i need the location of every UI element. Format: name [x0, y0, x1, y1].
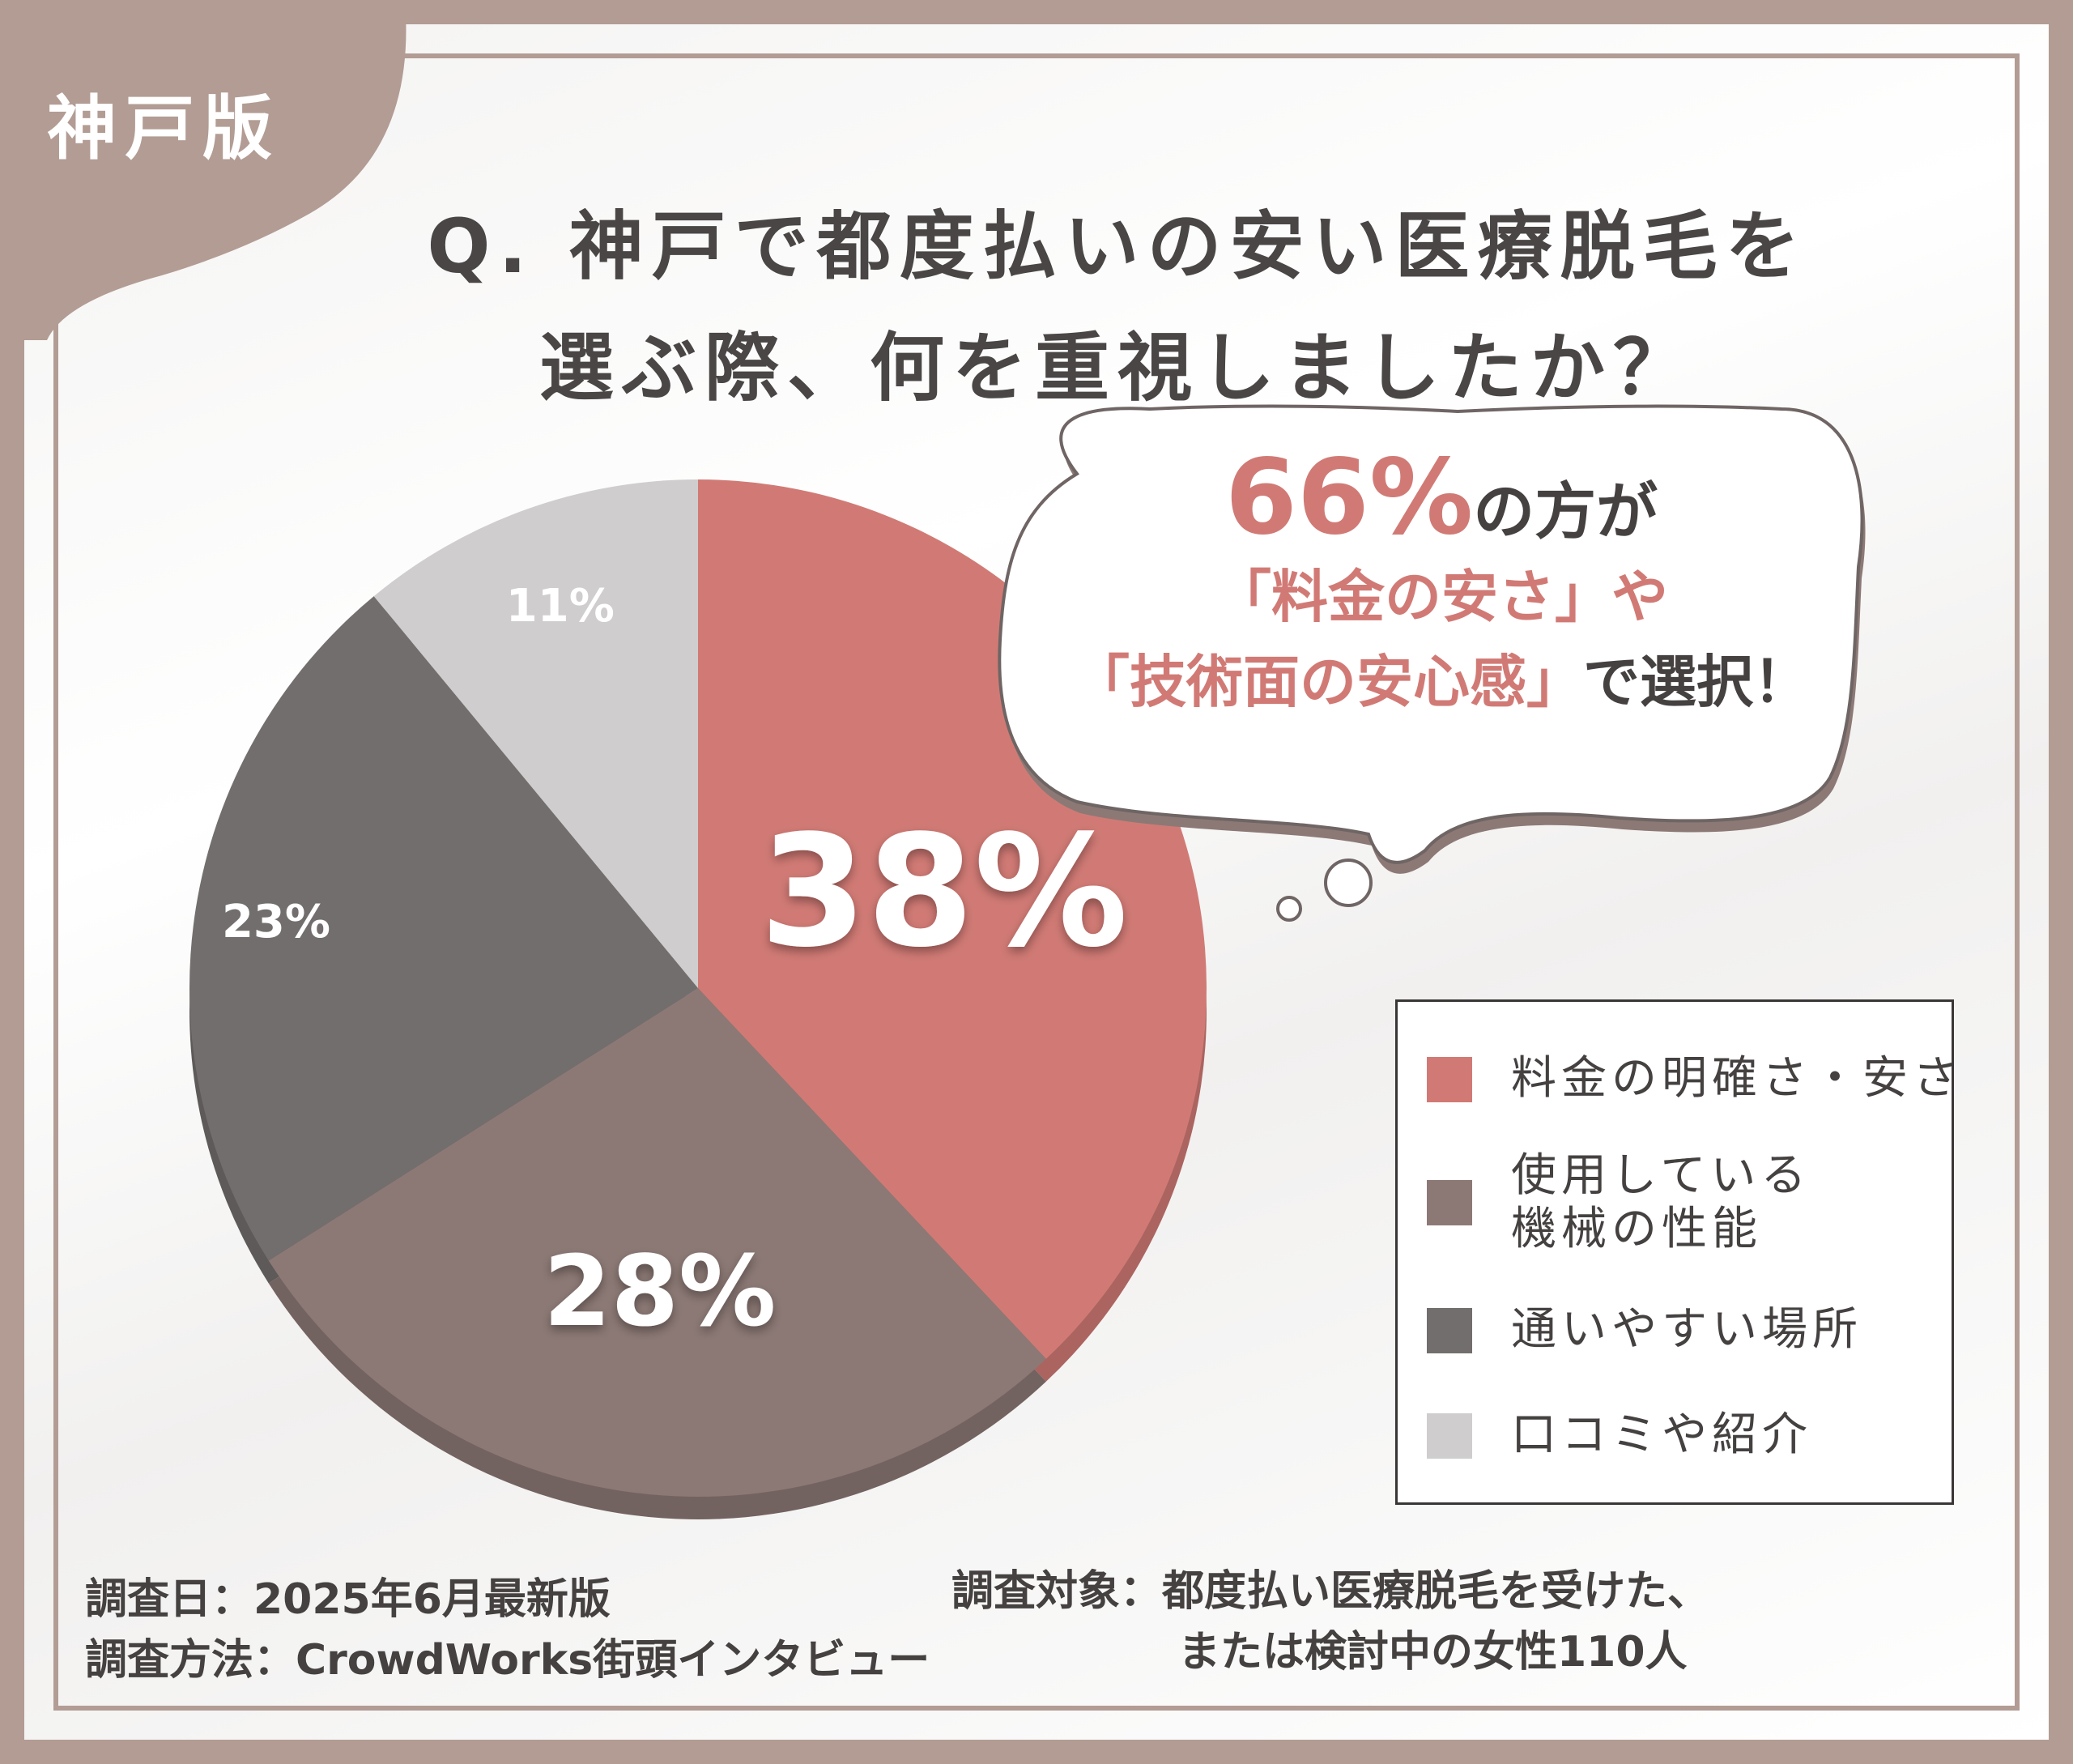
legend-label: 料金の明確さ・安さ [1511, 1052, 1963, 1105]
corner-badge [0, 0, 407, 340]
page-title: Q. 神戸で都度払いの安い医療脱毛を 選ぶ際、何を重視しましたか？ [308, 186, 1927, 429]
pie-slice [268, 988, 1046, 1498]
survey-target-line-2: または検討中の女性110人 [1178, 1628, 1688, 1677]
pie-value-label: 28% [543, 1236, 776, 1349]
pie-value-label: 23% [222, 896, 330, 948]
legend-label: 口コミや紹介 [1511, 1408, 1812, 1461]
bubble-message: 66%の方が 「料金の安さ」や 「技術面の安心感」で選択！ [996, 446, 1887, 726]
legend-label: 通いやすい場所 [1511, 1303, 1862, 1356]
legend-label: 機械の性能 [1511, 1203, 1762, 1255]
legend-label: 使用している [1511, 1149, 1811, 1202]
bubble-line-3-highlight: 「技術面の安心感」 [1073, 649, 1583, 715]
bubble-line-1-rest: の方が [1473, 475, 1658, 548]
legend-swatch [1427, 1057, 1472, 1102]
bubble-percent: 66% [1224, 437, 1474, 558]
pie-slice [189, 596, 699, 1261]
survey-target-line-1: 調査対象：都度払い医療脱毛を受けた、 [951, 1567, 1710, 1616]
legend-swatch [1427, 1308, 1472, 1353]
pie-slice [373, 479, 698, 988]
title-line-1: Q. 神戸で都度払いの安い医療脱毛を [427, 203, 1808, 290]
survey-date: 調査日：2025年6月最新版 [85, 1575, 611, 1624]
bubble-line-3: 「技術面の安心感」で選択！ [996, 637, 1887, 726]
bubble-line-2: 「料金の安さ」や [1215, 564, 1668, 630]
thought-bubble [998, 404, 1866, 922]
chart-legend: 料金の明確さ・安さ 使用している 機械の性能 通いやすい場所 口コミや紹介 [1395, 999, 1958, 1505]
inner-frame [53, 53, 2020, 1711]
pie-value-label: 11% [506, 580, 615, 633]
title-line-2: 選ぶ際、何を重視しましたか？ [538, 325, 1696, 411]
pie-value-label: 38% [760, 802, 1128, 981]
legend-swatch [1427, 1180, 1472, 1225]
legend-swatch [1427, 1413, 1472, 1459]
bubble-line-3-rest: で選択！ [1583, 649, 1810, 715]
bubble-line-1: 66%の方が [996, 446, 1887, 556]
region-tag: 神戸版 [47, 88, 280, 169]
pie-labels: 38% 28% 23% 11% [222, 580, 1128, 1349]
survey-method: 調査方法：CrowdWorks街頭インタビュー [85, 1636, 930, 1685]
